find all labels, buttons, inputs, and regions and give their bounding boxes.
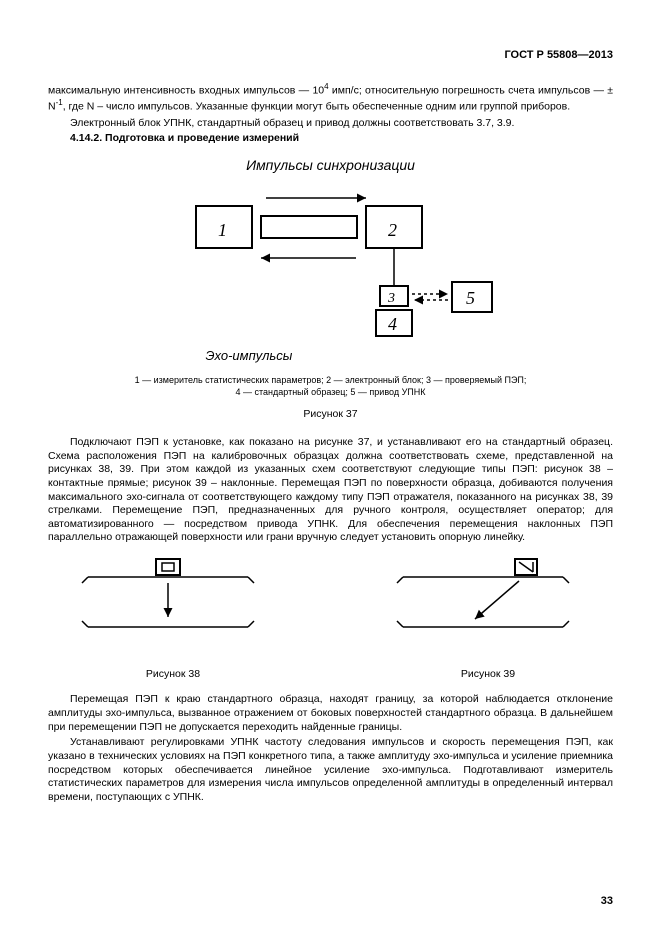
figure-39-caption: Рисунок 39 [373, 668, 603, 682]
paragraph-3: Подключают ПЭП к установке, как показано… [48, 436, 613, 545]
page-number: 33 [601, 894, 613, 908]
p1-text-a: максимальную интенсивность входных импул… [48, 85, 324, 97]
page: ГОСТ Р 55808—2013 максимальную интенсивн… [0, 0, 661, 936]
figure-37-legend: 1 — измеритель статистических параметров… [48, 375, 613, 398]
figure-row-38-39 [58, 559, 603, 644]
figure-37-svg: 1 2 3 4 5 [166, 176, 496, 346]
box-2-label: 2 [388, 220, 397, 240]
box-4-label: 4 [388, 314, 397, 334]
paragraph-2: Электронный блок УПНК, стандартный образ… [48, 117, 613, 131]
figure-39 [373, 559, 603, 644]
figure-37-top-label: Импульсы синхронизации [156, 156, 506, 174]
section-title: Подготовка и проведение измерений [102, 132, 299, 144]
section-heading: 4.14.2. Подготовка и проведение измерени… [48, 132, 613, 146]
paragraph-4: Перемещая ПЭП к краю стандартного образц… [48, 693, 613, 734]
figure-labels-row: Рисунок 38 Рисунок 39 [58, 668, 603, 682]
figure-37-caption: Рисунок 37 [48, 408, 613, 422]
p1-text-c: , где N – число импульсов. Указанные фун… [63, 101, 570, 113]
box-3-label: 3 [387, 291, 395, 306]
paragraph-1: максимальную интенсивность входных импул… [48, 82, 613, 114]
figure-38-svg [78, 559, 268, 639]
figure-38 [58, 559, 288, 644]
p1-sup2: -1 [56, 98, 63, 107]
figure-38-caption: Рисунок 38 [58, 668, 288, 682]
document-header: ГОСТ Р 55808—2013 [48, 48, 613, 62]
figure-37-bottom-label: Эхо-импульсы [206, 348, 506, 365]
figure-39-svg [393, 559, 583, 639]
paragraph-5: Устанавливают регулировками УПНК частоту… [48, 736, 613, 804]
section-number: 4.14.2. [70, 132, 102, 144]
box-1-label: 1 [218, 220, 227, 240]
figure-37: Импульсы синхронизации 1 2 3 [156, 156, 506, 365]
box-5-label: 5 [466, 288, 475, 308]
